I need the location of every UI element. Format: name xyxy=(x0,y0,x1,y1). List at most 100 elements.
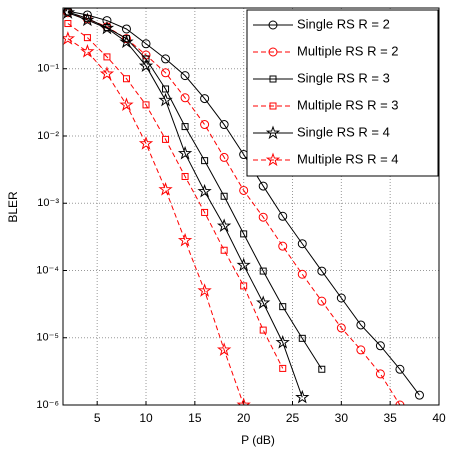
marker xyxy=(395,364,405,374)
marker xyxy=(216,342,232,356)
marker xyxy=(141,39,151,49)
x-tick-label: 5 xyxy=(94,411,101,425)
marker xyxy=(119,34,134,49)
marker xyxy=(220,192,228,200)
marker xyxy=(269,102,277,110)
x-tick-label: 40 xyxy=(432,411,446,425)
marker xyxy=(259,267,267,275)
y-tick-label: 10⁻³ xyxy=(37,197,59,209)
legend-label: Single RS R = 4 xyxy=(297,124,390,139)
marker xyxy=(142,55,150,63)
legend-label: Single RS R = 2 xyxy=(297,16,390,31)
marker xyxy=(258,181,268,191)
marker xyxy=(220,246,228,254)
marker xyxy=(99,66,115,80)
marker xyxy=(297,239,307,249)
marker xyxy=(138,136,154,150)
marker xyxy=(265,152,281,167)
marker xyxy=(317,266,327,276)
series-line xyxy=(67,38,245,405)
x-tick-label: 30 xyxy=(335,411,349,425)
series-line xyxy=(67,10,420,396)
marker xyxy=(375,341,385,351)
marker xyxy=(297,269,307,279)
x-axis-label: P (dB) xyxy=(241,433,275,447)
marker xyxy=(278,241,288,251)
series-line xyxy=(67,12,303,398)
marker xyxy=(256,295,271,309)
marker xyxy=(162,85,170,93)
marker xyxy=(177,232,193,247)
legend-label: Single RS R = 3 xyxy=(297,70,390,85)
marker xyxy=(317,296,327,306)
marker xyxy=(158,92,173,107)
x-tick-label: 15 xyxy=(188,411,202,425)
plot-area xyxy=(63,8,424,405)
x-tick-label: 10 xyxy=(139,411,153,425)
marker xyxy=(64,20,72,28)
y-tick-label: 10⁻⁶ xyxy=(36,399,59,411)
y-tick-label: 10⁻¹ xyxy=(37,63,59,75)
marker xyxy=(278,211,288,221)
marker xyxy=(336,323,346,333)
marker xyxy=(236,397,251,405)
marker xyxy=(336,293,346,303)
marker xyxy=(395,400,405,405)
marker xyxy=(279,364,287,372)
marker xyxy=(414,390,424,400)
marker xyxy=(201,208,209,216)
legend-box xyxy=(246,9,439,177)
marker xyxy=(240,230,248,238)
plot-frame xyxy=(62,7,440,406)
marker xyxy=(240,282,248,290)
legend-label: Multiple RS R = 4 xyxy=(297,151,399,166)
y-tick-label: 10⁻² xyxy=(37,130,59,142)
marker xyxy=(356,320,366,330)
marker xyxy=(80,12,95,27)
marker xyxy=(200,94,210,104)
y-tick-label: 10⁻⁵ xyxy=(36,332,59,344)
marker xyxy=(180,93,190,103)
marker xyxy=(239,185,249,195)
marker xyxy=(177,145,193,160)
y-tick-label: 10⁻⁴ xyxy=(36,264,59,276)
marker xyxy=(103,53,111,61)
marker xyxy=(375,369,385,379)
marker xyxy=(279,303,287,311)
marker xyxy=(119,97,134,111)
marker xyxy=(142,101,150,109)
marker xyxy=(275,334,290,349)
marker xyxy=(138,58,154,73)
marker xyxy=(269,75,277,83)
x-tick-label: 20 xyxy=(237,411,251,425)
x-tick-label: 35 xyxy=(383,411,397,425)
marker xyxy=(219,120,229,130)
y-axis-label: BLER xyxy=(6,191,20,223)
marker xyxy=(236,257,251,272)
marker xyxy=(99,20,115,35)
marker xyxy=(201,157,209,165)
marker xyxy=(181,123,189,131)
marker xyxy=(122,75,130,83)
marker xyxy=(216,218,232,233)
marker xyxy=(161,54,171,64)
marker xyxy=(197,183,212,198)
marker xyxy=(83,34,91,42)
legend-label: Multiple RS R = 3 xyxy=(297,97,399,112)
marker xyxy=(158,181,173,196)
marker xyxy=(181,172,189,180)
marker xyxy=(258,212,268,222)
marker xyxy=(318,365,326,373)
legend-label: Multiple RS R = 2 xyxy=(297,43,399,58)
marker xyxy=(200,120,210,130)
marker xyxy=(268,20,278,30)
marker xyxy=(219,152,229,162)
marker xyxy=(265,125,281,140)
marker xyxy=(295,389,310,404)
marker xyxy=(80,44,95,58)
marker xyxy=(356,345,366,355)
x-tick-label: 25 xyxy=(286,411,300,425)
marker xyxy=(298,334,306,342)
marker xyxy=(63,8,76,19)
